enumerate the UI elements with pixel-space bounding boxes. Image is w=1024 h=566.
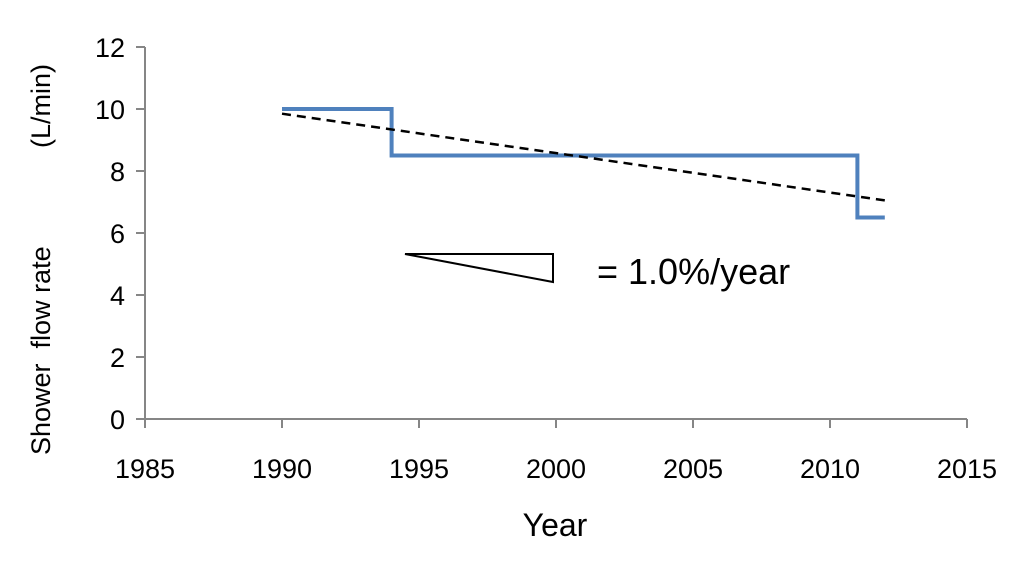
y-tick-label: 10 [95,95,125,125]
x-tick-label: 2015 [937,454,997,484]
x-tick-label: 2010 [800,454,860,484]
slope-triangle-icon [404,253,554,284]
trend-line-dashed [281,112,885,202]
y-tick-label: 12 [95,33,125,63]
y-axis-title-main: Shower flow rate [26,246,56,455]
slope-annotation-label: = 1.0%/year [597,251,790,292]
axes-layer: 0 2 4 6 8 10 12 1985 1990 1995 2000 2005 2010 2015 [95,33,997,484]
y-tick-label: 4 [110,281,125,311]
x-axis-title: Year [523,507,588,543]
flow-rate-step-line [282,107,885,220]
y-axis-title: Shower flow rate (L/min) [26,64,56,455]
series-layer [281,107,885,220]
y-tick-label: 2 [110,343,125,373]
x-tick-label: 1985 [115,454,175,484]
x-tick-label: 1995 [389,454,449,484]
annotation-layer: = 1.0%/year [404,251,790,292]
y-tick-label: 6 [110,219,125,249]
y-tick-label: 0 [110,405,125,435]
y-tick-label: 8 [110,157,125,187]
x-tick-label: 1990 [252,454,312,484]
x-tick-label: 2005 [663,454,723,484]
y-axis-title-unit: (L/min) [26,64,56,148]
x-tick-label: 2000 [526,454,586,484]
